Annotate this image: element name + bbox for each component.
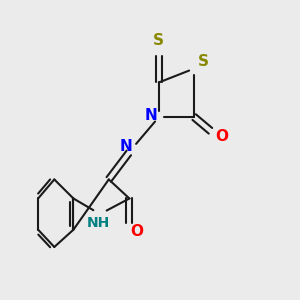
Text: NH: NH — [87, 216, 110, 230]
Text: S: S — [153, 33, 164, 48]
Text: S: S — [197, 54, 208, 69]
Text: N: N — [145, 108, 158, 123]
Text: O: O — [216, 129, 229, 144]
Text: O: O — [130, 224, 143, 239]
Text: N: N — [120, 139, 133, 154]
